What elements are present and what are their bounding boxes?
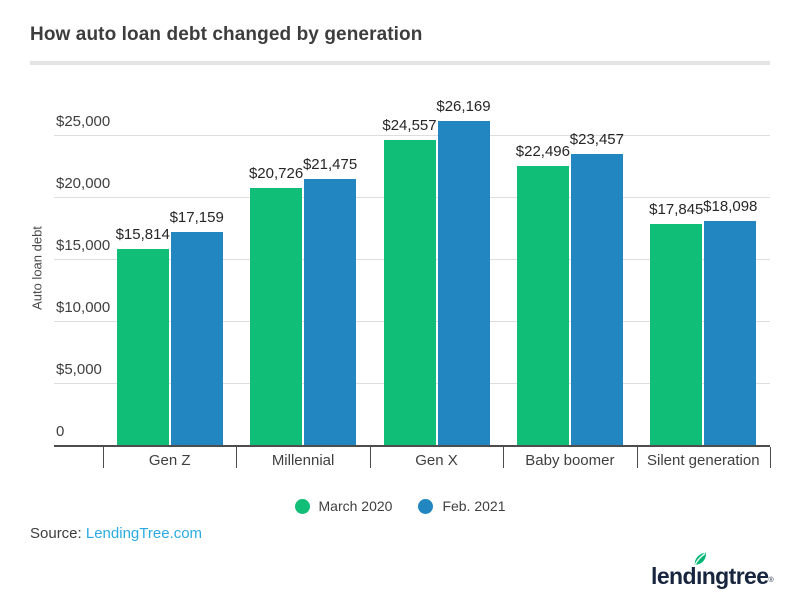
bar-value-label: $26,169	[436, 97, 491, 115]
x-category-label-gen-z: Gen Z	[148, 452, 191, 469]
x-axis-tick	[236, 447, 238, 468]
y-tick-label: $10,000	[56, 299, 111, 316]
x-axis-tick	[369, 447, 371, 468]
logo-letter-i: ı	[694, 552, 706, 588]
bar-march-2020-gen-x	[383, 140, 436, 445]
bar-feb-2021-gen-x	[437, 120, 490, 445]
x-category-label-gen-x: Gen X	[415, 452, 458, 469]
y-tick-label: 0	[56, 423, 65, 440]
bar-feb-2021-gen-z	[170, 232, 223, 445]
x-axis-tick	[636, 447, 638, 468]
legend-label: Feb. 2021	[442, 498, 506, 514]
bar-feb-2021-millennial	[304, 178, 357, 445]
chart-legend: March 2020 Feb. 2021	[0, 492, 800, 520]
y-tick-label: $20,000	[56, 175, 111, 192]
legend-item-feb-2021: Feb. 2021	[418, 498, 506, 514]
bar-march-2020-gen-z	[116, 248, 169, 445]
bar-value-label: $17,845	[649, 200, 704, 218]
bar-value-label: $24,557	[382, 117, 437, 135]
y-tick-label: $25,000	[56, 113, 111, 130]
bar-value-label: $20,726	[248, 164, 304, 182]
x-axis-tick	[770, 447, 771, 468]
bar-value-label: $15,814	[115, 225, 170, 243]
bar-march-2020-silent-generation	[650, 223, 703, 445]
x-category-label-silent-generation: Silent generation	[646, 452, 760, 469]
legend-label: March 2020	[318, 498, 393, 514]
bar-value-label: $17,159	[169, 209, 224, 227]
x-category-label-millennial: Millennial	[271, 452, 335, 469]
title-divider	[30, 61, 770, 65]
leaf-icon	[694, 552, 706, 565]
y-tick-label: $5,000	[56, 361, 102, 378]
bar-march-2020-millennial	[250, 187, 303, 445]
logo-text-pre: lend	[651, 563, 696, 589]
lendingtree-logo: lend ı ngtree ®	[651, 552, 774, 598]
bar-value-label: $21,475	[302, 155, 358, 173]
registered-mark: ®	[768, 576, 773, 584]
source-link[interactable]: LendingTree.com	[85, 525, 203, 542]
legend-item-march-2020: March 2020	[294, 498, 393, 514]
legend-swatch-march-2020	[294, 498, 310, 514]
chart-title: How auto loan debt changed by generation	[30, 24, 423, 45]
legend-swatch-feb-2021	[418, 498, 434, 514]
source-label: Source:	[30, 525, 86, 542]
bar-value-label: $22,496	[515, 143, 570, 161]
x-category-label-baby-boomer: Baby boomer	[525, 452, 615, 469]
gridline-25-000	[54, 135, 770, 136]
plot-area: 0 $5,000 $10,000 $15,000 $20,000 $25,000 $15,8…	[0, 80, 800, 500]
source-line: Source: LendingTree.com	[30, 525, 202, 542]
x-axis-tick	[503, 447, 505, 468]
x-axis-line	[54, 445, 770, 447]
x-axis-tick	[103, 447, 104, 468]
bar-value-label: $18,098	[703, 197, 758, 215]
bar-march-2020-baby-boomer	[516, 166, 569, 445]
bar-feb-2021-baby-boomer	[570, 154, 623, 445]
bar-value-label: $23,457	[569, 131, 624, 149]
logo-text-post: ngtree	[701, 563, 769, 589]
y-tick-label: $15,000	[56, 237, 111, 254]
bar-feb-2021-silent-generation	[704, 220, 757, 445]
